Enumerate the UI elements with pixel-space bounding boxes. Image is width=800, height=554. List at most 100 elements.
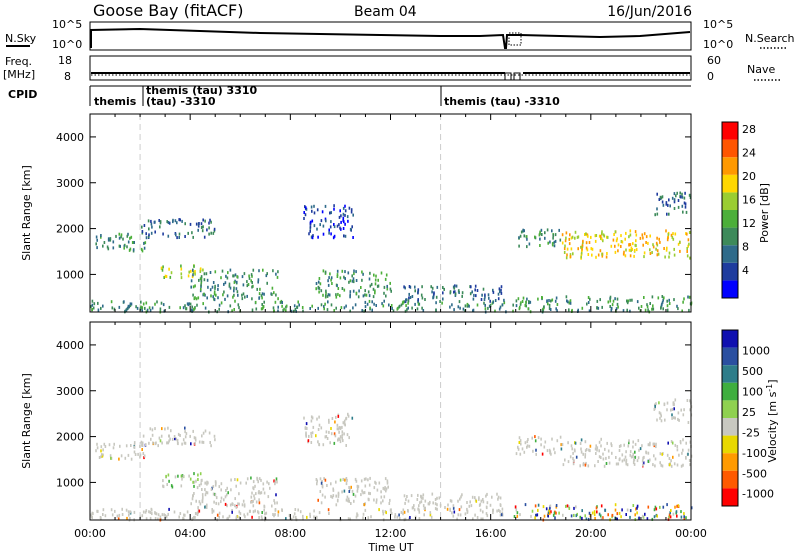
- range-gate-cell: [123, 300, 125, 304]
- range-gate-cell: [326, 308, 329, 312]
- range-gate-cell: [619, 457, 621, 461]
- velocity-cbar-frame: [721, 329, 739, 507]
- velocity-cbar-tick-label: 1000: [742, 344, 770, 357]
- range-gate-cell: [472, 517, 474, 521]
- range-gate-cell: [102, 508, 105, 512]
- range-gate-cell: [318, 290, 320, 294]
- range-gate-cell: [667, 233, 670, 236]
- range-gate-cell: [679, 191, 681, 195]
- range-gate-cell: [346, 215, 349, 219]
- range-gate-cell: [149, 511, 152, 514]
- range-gate-cell: [143, 224, 146, 227]
- range-gate-cell: [312, 234, 314, 238]
- range-gate-cell: [165, 474, 167, 478]
- range-gate-cell: [658, 237, 660, 241]
- range-gate-cell: [343, 220, 345, 224]
- range-gate-cell: [630, 249, 632, 253]
- range-gate-cell: [198, 278, 200, 282]
- y-tick-label: 1000: [56, 268, 84, 281]
- range-gate-cell: [620, 444, 622, 448]
- range-gate-cell: [192, 235, 194, 239]
- range-gate-cell: [684, 202, 687, 206]
- range-gate-cell: [666, 308, 669, 312]
- range-gate-cell: [486, 501, 489, 505]
- range-gate-cell: [310, 441, 313, 444]
- range-gate-cell: [261, 296, 263, 300]
- range-gate-cell: [517, 447, 520, 451]
- range-gate-cell: [522, 228, 524, 232]
- range-gate-cell: [142, 302, 145, 306]
- range-gate-cell: [282, 308, 284, 312]
- range-gate-cell: [409, 516, 411, 519]
- range-gate-cell: [311, 431, 314, 435]
- range-gate-cell: [668, 513, 671, 517]
- range-gate-cell: [347, 499, 349, 503]
- range-gate-cell: [147, 219, 150, 223]
- range-gate-cell: [199, 472, 202, 476]
- range-gate-cell: [304, 426, 307, 430]
- range-gate-cell: [310, 419, 313, 423]
- range-gate-cell: [260, 478, 262, 482]
- range-gate-cell: [226, 517, 228, 521]
- y-tick-label: 4000: [56, 339, 84, 352]
- range-gate-cell: [201, 493, 204, 497]
- range-gate-cell: [677, 205, 680, 209]
- power-cbar-swatch: [722, 139, 738, 158]
- nave-label: Nave: [747, 63, 775, 76]
- range-gate-cell: [328, 430, 330, 434]
- range-gate-cell: [122, 237, 124, 241]
- range-gate-cell: [341, 433, 344, 437]
- range-gate-cell: [486, 492, 488, 496]
- range-gate-cell: [214, 480, 217, 484]
- range-gate-cell: [258, 269, 260, 273]
- range-gate-cell: [659, 412, 662, 416]
- range-gate-cell: [320, 219, 323, 223]
- range-gate-cell: [234, 497, 236, 501]
- range-gate-cell: [580, 450, 583, 454]
- range-gate-cell: [396, 515, 399, 519]
- range-gate-cell: [482, 510, 484, 514]
- range-gate-cell: [406, 495, 408, 498]
- power-cbar-tick-label: 24: [742, 147, 756, 160]
- range-gate-cell: [607, 513, 609, 517]
- range-gate-cell: [661, 302, 663, 306]
- range-gate-cell: [678, 453, 680, 457]
- range-gate-cell: [375, 500, 378, 504]
- range-gate-cell: [576, 235, 579, 239]
- range-gate-cell: [191, 497, 194, 501]
- range-gate-cell: [670, 440, 673, 443]
- range-gate-cell: [596, 448, 598, 452]
- range-gate-cell: [333, 225, 336, 229]
- range-gate-cell: [683, 196, 686, 200]
- range-gate-cell: [337, 438, 339, 442]
- range-gate-cell: [347, 219, 349, 223]
- range-gate-cell: [642, 243, 644, 247]
- range-gate-cell: [254, 509, 256, 513]
- range-gate-cell: [303, 211, 305, 214]
- range-gate-cell: [220, 301, 223, 305]
- range-gate-cell: [541, 452, 544, 456]
- range-gate-cell: [599, 249, 602, 253]
- range-gate-cell: [620, 515, 622, 519]
- range-gate-cell: [123, 246, 125, 250]
- range-gate-cell: [527, 438, 529, 441]
- range-gate-cell: [625, 458, 628, 462]
- range-gate-cell: [198, 222, 200, 225]
- freq-label: Freq.: [5, 55, 32, 68]
- range-gate-cell: [540, 228, 543, 232]
- range-gate-cell: [169, 437, 171, 441]
- range-gate-cell: [673, 407, 675, 411]
- range-gate-cell: [313, 224, 316, 228]
- range-gate-cell: [345, 477, 348, 480]
- range-gate-cell: [352, 289, 355, 293]
- range-gate-cell: [177, 432, 180, 436]
- range-gate-cell: [100, 453, 103, 457]
- range-gate-cell: [309, 225, 312, 229]
- range-gate-cell: [256, 287, 258, 291]
- range-gate-cell: [324, 204, 327, 208]
- range-gate-cell: [663, 403, 666, 407]
- range-gate-cell: [127, 510, 130, 514]
- range-gate-cell: [131, 241, 134, 244]
- range-gate-cell: [179, 512, 182, 515]
- range-gate-cell: [652, 307, 655, 311]
